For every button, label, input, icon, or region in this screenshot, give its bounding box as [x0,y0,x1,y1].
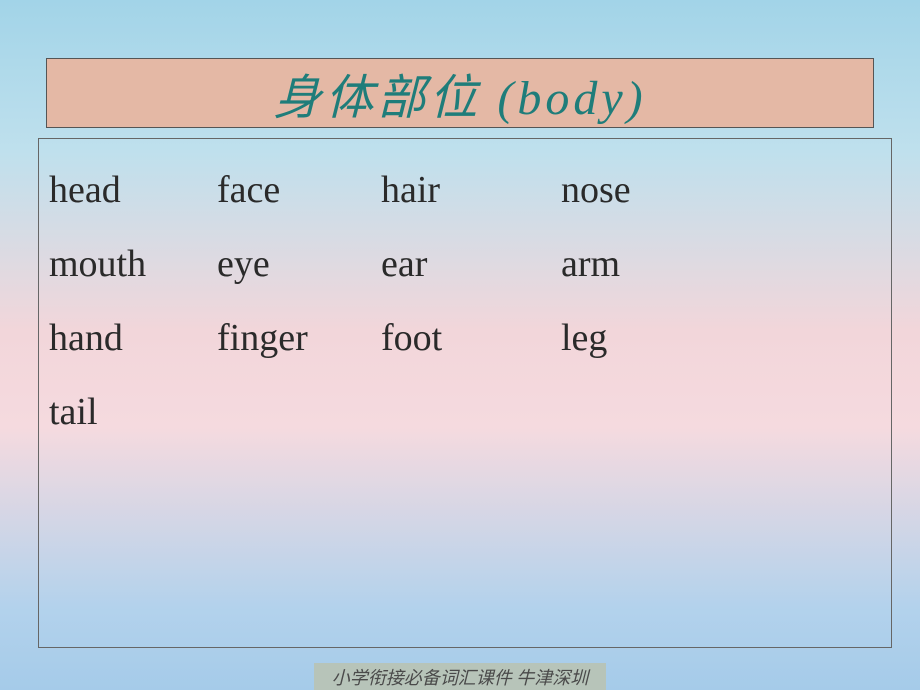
title-en: (body) [497,72,646,125]
title-cn: 身体部位 [273,72,481,125]
word-cell: tail [49,390,217,434]
word-row: tail [49,375,891,449]
word-cell: head [49,168,217,212]
word-grid: headfacehairnosemoutheyeeararmhandfinger… [39,139,891,449]
content-box: headfacehairnosemoutheyeeararmhandfinger… [38,138,892,648]
word-cell: eye [217,242,381,286]
title-box: 身体部位 (body) [46,58,874,128]
word-cell: hair [381,168,561,212]
word-cell: foot [381,316,561,360]
word-cell: finger [217,316,381,360]
footer-text: 小学衔接必备词汇课件 牛津深圳 [332,664,589,690]
footer-box: 小学衔接必备词汇课件 牛津深圳 [314,663,606,690]
word-cell: face [217,168,381,212]
word-cell: arm [561,242,761,286]
word-cell: leg [561,316,761,360]
word-cell: mouth [49,242,217,286]
word-cell: nose [561,168,761,212]
word-row: moutheyeeararm [49,227,891,301]
word-cell: ear [381,242,561,286]
title-text: 身体部位 (body) [273,58,646,128]
slide: 身体部位 (body) headfacehairnosemoutheyeeara… [0,0,920,690]
word-row: headfacehairnose [49,153,891,227]
word-cell: hand [49,316,217,360]
word-row: handfingerfootleg [49,301,891,375]
